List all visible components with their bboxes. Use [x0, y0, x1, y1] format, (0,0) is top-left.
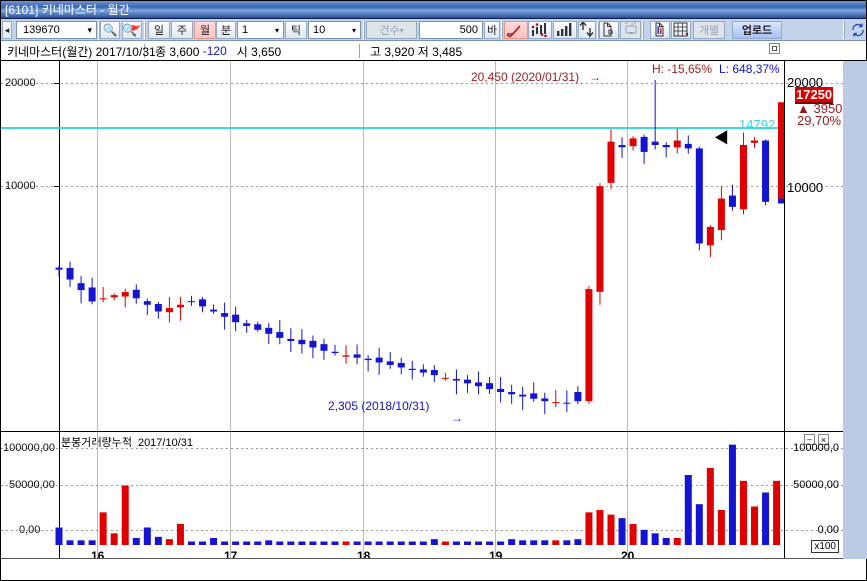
- svg-text:D: D: [608, 30, 613, 37]
